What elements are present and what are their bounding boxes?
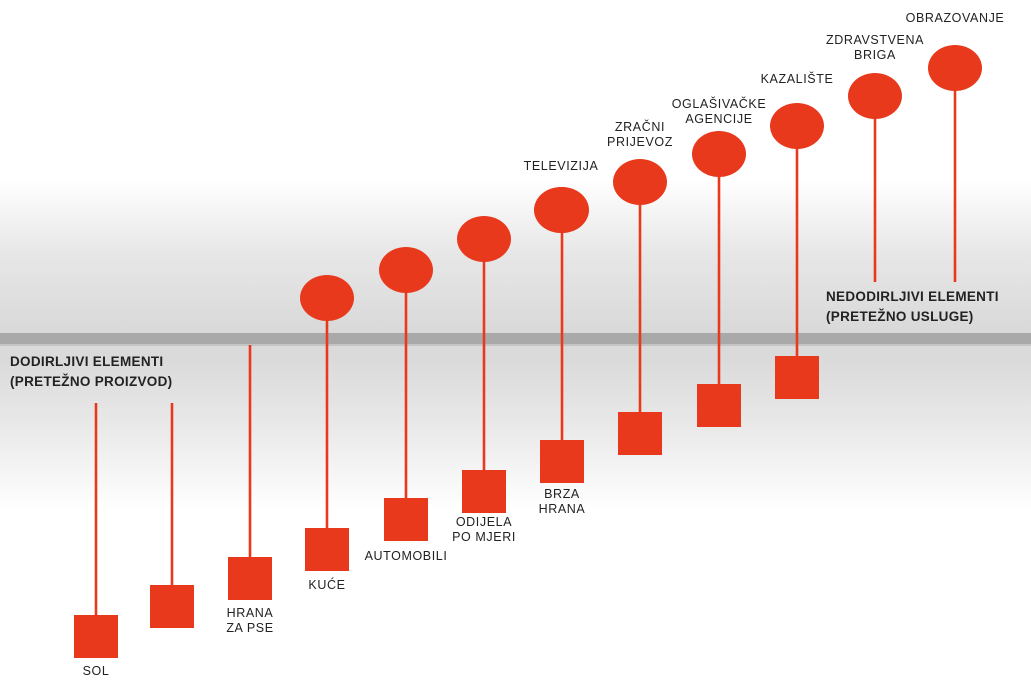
item-5-label-line-1: PO MJERI (452, 530, 516, 544)
item-6-label: BRZA HRANA (502, 487, 622, 517)
item-6-square-marker (540, 440, 584, 483)
item-6-label-line-1: HRANA (538, 502, 586, 516)
item-5-circle-marker (457, 216, 511, 262)
item-2-square-marker (228, 557, 272, 600)
item-5-label: ODIJELA PO MJERI (424, 515, 544, 545)
item-12-label: OBRAZOVANJE (895, 11, 1015, 26)
left-heading-line2: (PRETEŽNO PROIZVOD) (10, 374, 173, 389)
item-4-square-marker (384, 498, 428, 541)
right-heading: NEDODIRLJIVI ELEMENTI (PRETEŽNO USLUGE) (826, 287, 999, 327)
item-7-square-marker (618, 412, 662, 455)
item-3-square-marker (305, 528, 349, 571)
item-12-label-line-0: OBRAZOVANJE (905, 11, 1005, 25)
item-12-circle-marker (928, 45, 982, 91)
item-10-circle-marker (534, 187, 588, 233)
item-10-label: TELEVIZIJA (501, 159, 621, 174)
item-4-circle-marker (379, 247, 433, 293)
item-4-label-line-0: AUTOMOBILI (364, 549, 448, 563)
item-3-circle-marker (300, 275, 354, 321)
item-7-label-line-0: ZRAČNI (614, 120, 666, 134)
item-8-circle-marker (692, 131, 746, 177)
right-heading-line1: NEDODIRLJIVI ELEMENTI (826, 289, 999, 304)
left-heading: DODIRLJIVI ELEMENTI (PRETEŽNO PROIZVOD) (10, 352, 172, 392)
item-9-label-line-0: KAZALIŠTE (760, 72, 834, 86)
item-7-label: ZRAČNI PRIJEVOZ (580, 120, 700, 150)
item-0-square-marker (74, 615, 118, 658)
item-8-label-line-0: OGLAŠIVAČKE (671, 97, 767, 111)
item-6-label-line-0: BRZA (544, 487, 580, 501)
item-11-circle-marker (848, 73, 902, 119)
item-11-label-line-0: ZDRAVSTVENA (825, 33, 925, 47)
item-3-label: KUĆE (267, 578, 387, 593)
item-11-label: ZDRAVSTVENA BRIGA (815, 33, 935, 63)
item-5-square-marker (462, 470, 506, 513)
item-8-square-marker (697, 384, 741, 427)
item-3-label-line-0: KUĆE (308, 578, 346, 592)
item-9-circle-marker (770, 103, 824, 149)
item-0-label-line-0: SOL (82, 664, 110, 678)
item-7-circle-marker (613, 159, 667, 205)
item-1-square-marker (150, 585, 194, 628)
item-9-square-marker (775, 356, 819, 399)
tangibility-divider-band (0, 333, 1031, 344)
item-8-label-line-1: AGENCIJE (685, 112, 753, 126)
item-11-label-line-1: BRIGA (854, 48, 896, 62)
item-10-label-line-0: TELEVIZIJA (523, 159, 599, 173)
item-7-label-line-1: PRIJEVOZ (607, 135, 673, 149)
item-0-label: SOL (36, 664, 156, 679)
item-5-label-line-0: ODIJELA (455, 515, 513, 529)
item-9-label: KAZALIŠTE (737, 72, 857, 87)
item-2-label-line-1: ZA PSE (226, 621, 274, 635)
right-heading-line2: (PRETEŽNO USLUGE) (826, 309, 974, 324)
divider-band-highlight (0, 344, 1031, 346)
item-8-label: OGLAŠIVAČKE AGENCIJE (659, 97, 779, 127)
item-2-label: HRANA ZA PSE (190, 606, 310, 636)
left-heading-line1: DODIRLJIVI ELEMENTI (10, 354, 164, 369)
item-4-label: AUTOMOBILI (346, 549, 466, 564)
item-2-label-line-0: HRANA (226, 606, 274, 620)
